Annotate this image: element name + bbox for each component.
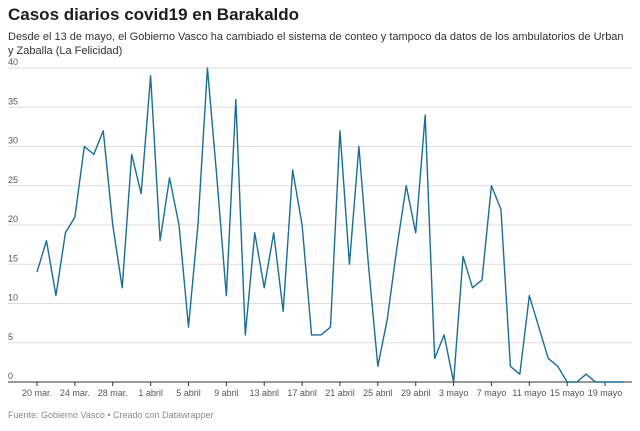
x-tick-label: 24 mar. [60, 388, 90, 398]
x-axis-ticks [36, 382, 606, 386]
x-tick-label: 1 abril [138, 388, 163, 398]
x-tick-label: 17 abril [287, 388, 317, 398]
y-tick-label: 10 [8, 293, 18, 303]
y-tick-label: 5 [8, 332, 13, 342]
y-tick-label: 25 [8, 175, 18, 185]
x-tick-label: 3 mayo [439, 388, 469, 398]
y-tick-label: 35 [8, 96, 18, 106]
y-tick-label: 15 [8, 253, 18, 263]
x-tick-label: 29 abril [401, 388, 431, 398]
x-tick-label: 28 mar. [98, 388, 128, 398]
y-tick-label: 0 [8, 371, 13, 381]
y-tick-label: 20 [8, 214, 18, 224]
x-tick-label: 19 mayo [588, 388, 623, 398]
y-tick-label: 40 [8, 57, 18, 67]
x-tick-label: 15 mayo [550, 388, 585, 398]
series-line [36, 67, 624, 383]
x-tick-label: 13 abril [249, 388, 279, 398]
chart-subtitle: Desde el 13 de mayo, el Gobierno Vasco h… [8, 31, 624, 57]
chart-title: Casos diarios covid19 en Barakaldo [8, 5, 300, 24]
x-tick-label: 11 mayo [512, 388, 546, 398]
x-tick-label: 7 mayo [477, 388, 507, 398]
gridlines [8, 67, 632, 344]
x-tick-label: 21 abril [325, 388, 355, 398]
x-tick-label: 20 mar. [22, 388, 52, 398]
y-tick-label: 30 [8, 136, 18, 146]
x-tick-label: 9 abril [214, 388, 239, 398]
x-tick-label: 25 abril [363, 388, 393, 398]
y-axis-tick-labels: 0 5 10 15 20 25 30 35 40 [8, 57, 18, 381]
source-credit: Fuente: Gobierno Vasco • Creado con Data… [8, 410, 214, 420]
x-tick-label: 5 abril [176, 388, 201, 398]
x-axis-tick-labels: 20 mar. 24 mar. 28 mar. 1 abril 5 abril 9 abr… [22, 388, 622, 398]
